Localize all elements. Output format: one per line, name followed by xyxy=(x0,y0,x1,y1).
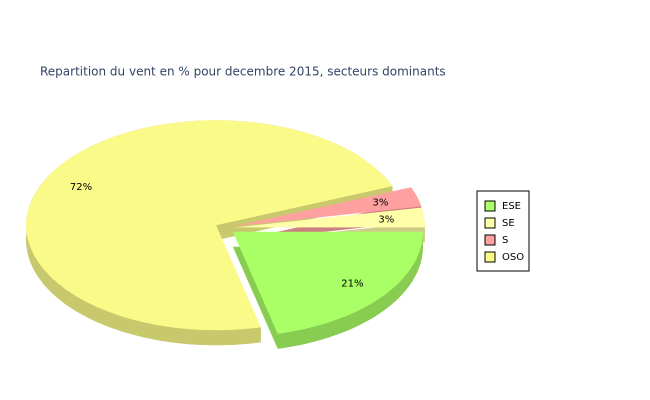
slice xyxy=(26,120,393,331)
slice xyxy=(234,207,425,228)
chart-title: Repartition du vent en % pour decembre 2… xyxy=(40,65,446,79)
legend-swatch xyxy=(484,234,496,246)
data-label: 3% xyxy=(373,198,389,209)
slice-side xyxy=(277,231,423,349)
legend-label: ESE xyxy=(502,201,521,212)
slice xyxy=(232,231,423,334)
data-label: 72% xyxy=(70,182,92,193)
legend-label: S xyxy=(502,235,508,246)
legend-swatch xyxy=(484,200,496,212)
data-label: 21% xyxy=(341,279,363,290)
data-label: 3% xyxy=(378,214,394,225)
legend-label: OSO xyxy=(502,252,524,263)
legend-swatch xyxy=(484,217,496,229)
legend-label: SE xyxy=(502,218,515,229)
legend-swatch xyxy=(484,251,496,263)
slice xyxy=(234,187,422,227)
